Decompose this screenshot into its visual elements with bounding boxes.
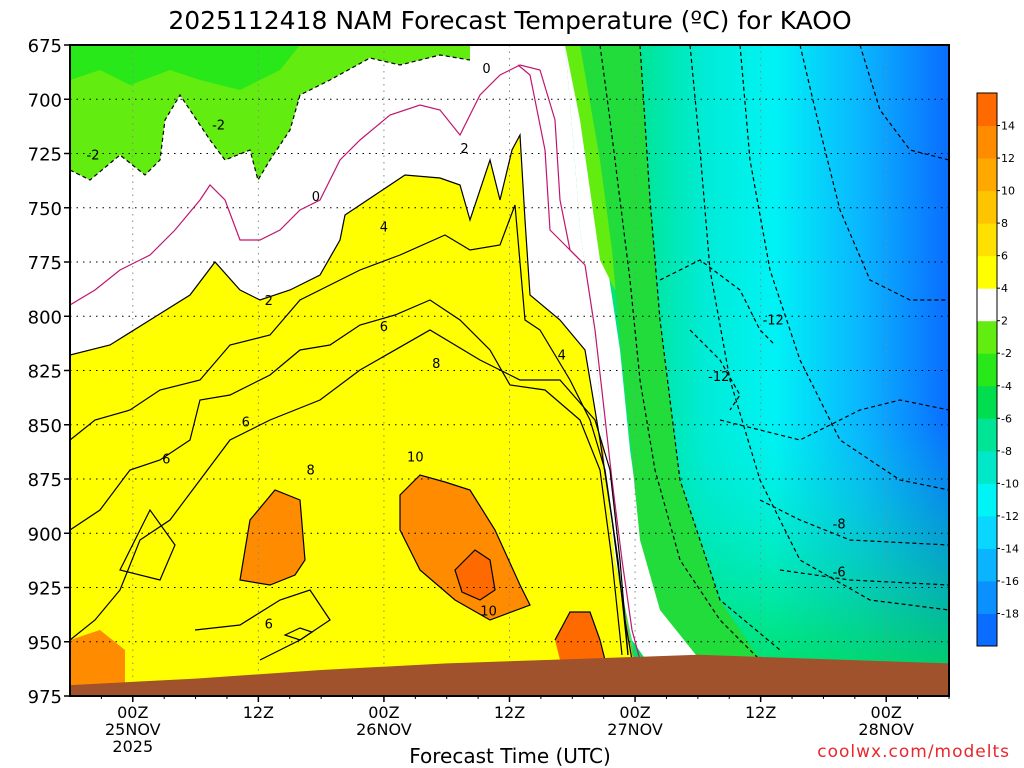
colorbar-tick-label: -10 [1001, 477, 1019, 490]
plot-area [70, 45, 949, 696]
colorbar-tick-label: 2 [1001, 315, 1008, 328]
x-axis-label: Forecast Time (UTC) [409, 744, 611, 768]
contour-label: 6 [162, 452, 170, 467]
y-tick-label: 975 [28, 687, 62, 708]
colorbar-tick-label: -18 [1001, 607, 1019, 620]
temp-band-12-14-b [555, 612, 605, 660]
credit-text: coolwx.com/modelts [817, 742, 1010, 762]
contour-label: -2 [212, 118, 225, 133]
colorbar-tick-label: 10 [1001, 185, 1015, 198]
contour-label: 4 [380, 220, 388, 235]
contour-label: 0 [312, 190, 320, 205]
colorbar-tick-label: -16 [1001, 575, 1019, 588]
x-tick-label: 2025 [112, 737, 153, 756]
temp-band-12-14 [455, 550, 495, 600]
colorbar-swatch [977, 385, 997, 419]
contour-label: -12 [763, 314, 784, 329]
colorbar-tick-label: 4 [1001, 282, 1008, 295]
contour-labels: 0 0 -2 -2 2 2 4 4 6 6 6 6 8 8 10 10 -12 -12 -8 -6 [87, 62, 846, 633]
colorbar-tick-label: 8 [1001, 217, 1008, 230]
contour-label: 10 [407, 450, 424, 465]
contour-label: 6 [380, 320, 388, 335]
temp-band-10-12-b [240, 490, 305, 585]
x-tick-label: 12Z [745, 703, 776, 722]
y-tick-label: 725 [28, 145, 62, 166]
contour-label: 0 [482, 62, 490, 77]
grid-lines [70, 45, 949, 696]
temp-band-minus2-to-minus4-upper [70, 45, 470, 180]
colorbar-swatch [977, 125, 997, 159]
contour-label: 8 [307, 463, 315, 478]
y-axis: 675 700 725 750 775 800 825 850 875 900 925 950 975 [28, 36, 70, 708]
contour-label: 6 [265, 617, 273, 632]
colorbar-swatch [977, 418, 997, 452]
colorbar-swatch [977, 158, 997, 192]
contour-label: 10 [480, 604, 497, 619]
x-tick-label: 27NOV [607, 720, 663, 739]
y-tick-label: 800 [28, 307, 62, 328]
colorbar-swatch [977, 190, 997, 224]
contour-label: 4 [558, 348, 566, 363]
y-tick-label: 750 [28, 199, 62, 220]
colorbar-tick-label: 12 [1001, 152, 1015, 165]
x-tick-label: 00Z [117, 703, 148, 722]
colorbar-swatch [977, 450, 997, 484]
colorbar-tick-label: -2 [1001, 347, 1012, 360]
contour-lines [70, 45, 949, 676]
colorbar-swatch [977, 613, 997, 647]
colorbar-swatch [977, 548, 997, 582]
colorbar-tick-label: -6 [1001, 412, 1012, 425]
colorbar: -18 -16 -14 -12 -10 -8 -6 -4 -2 2 4 6 8 10 12 14 [976, 92, 1019, 647]
x-tick-label: 25NOV [105, 720, 161, 739]
colorbar-tick-label: -4 [1001, 380, 1012, 393]
temp-band-10-12-a [400, 475, 530, 620]
y-tick-label: 675 [28, 36, 62, 57]
colorbar-swatch [977, 255, 997, 289]
y-tick-label: 850 [28, 416, 62, 437]
contour-label: -2 [87, 149, 100, 164]
contour-label: -12 [708, 370, 729, 385]
y-tick-label: 700 [28, 90, 62, 111]
colorbar-tick-label: 14 [1001, 120, 1015, 133]
colorbar-swatch [977, 483, 997, 517]
contour-label: 2 [265, 294, 273, 309]
y-tick-label: 775 [28, 253, 62, 274]
colorbar-swatch [977, 580, 997, 614]
colorbar-tick-label: -14 [1001, 542, 1019, 555]
colorbar-swatch [977, 353, 997, 387]
colorbar-swatch [977, 223, 997, 257]
colorbar-swatch [977, 515, 997, 549]
terrain-surface [70, 654, 949, 696]
chart-title: 2025112418 NAM Forecast Temperature (ºC)… [168, 6, 851, 35]
colorbar-swatch [977, 288, 997, 322]
y-tick-label: 950 [28, 633, 62, 654]
colorbar-tick-label: -8 [1001, 445, 1012, 458]
contour-label: 6 [242, 416, 250, 431]
x-tick-label: 28NOV [858, 720, 914, 739]
temp-band-8-10-low [70, 630, 125, 696]
y-tick-label: 900 [28, 524, 62, 545]
y-tick-label: 925 [28, 579, 62, 600]
contour-label: -6 [833, 565, 846, 580]
colorbar-swatch [977, 320, 997, 354]
contour-label: -8 [833, 518, 846, 533]
x-tick-label: 26NOV [356, 720, 412, 739]
contour-label: 8 [432, 357, 440, 372]
colorbar-tick-label: 6 [1001, 250, 1008, 263]
x-tick-label: 00Z [619, 703, 650, 722]
colorbar-swatch [977, 93, 997, 127]
y-tick-label: 825 [28, 362, 62, 383]
x-tick-label: 12Z [494, 703, 525, 722]
x-tick-label: 00Z [871, 703, 902, 722]
x-tick-label: 00Z [368, 703, 399, 722]
temp-band-minus4-upper [70, 45, 300, 90]
x-tick-label: 12Z [243, 703, 274, 722]
contour-label: 2 [460, 142, 468, 157]
colorbar-tick-label: -12 [1001, 510, 1019, 523]
temp-band-green-strip [580, 45, 760, 660]
y-tick-label: 875 [28, 470, 62, 491]
colorbar-frame [976, 92, 998, 647]
